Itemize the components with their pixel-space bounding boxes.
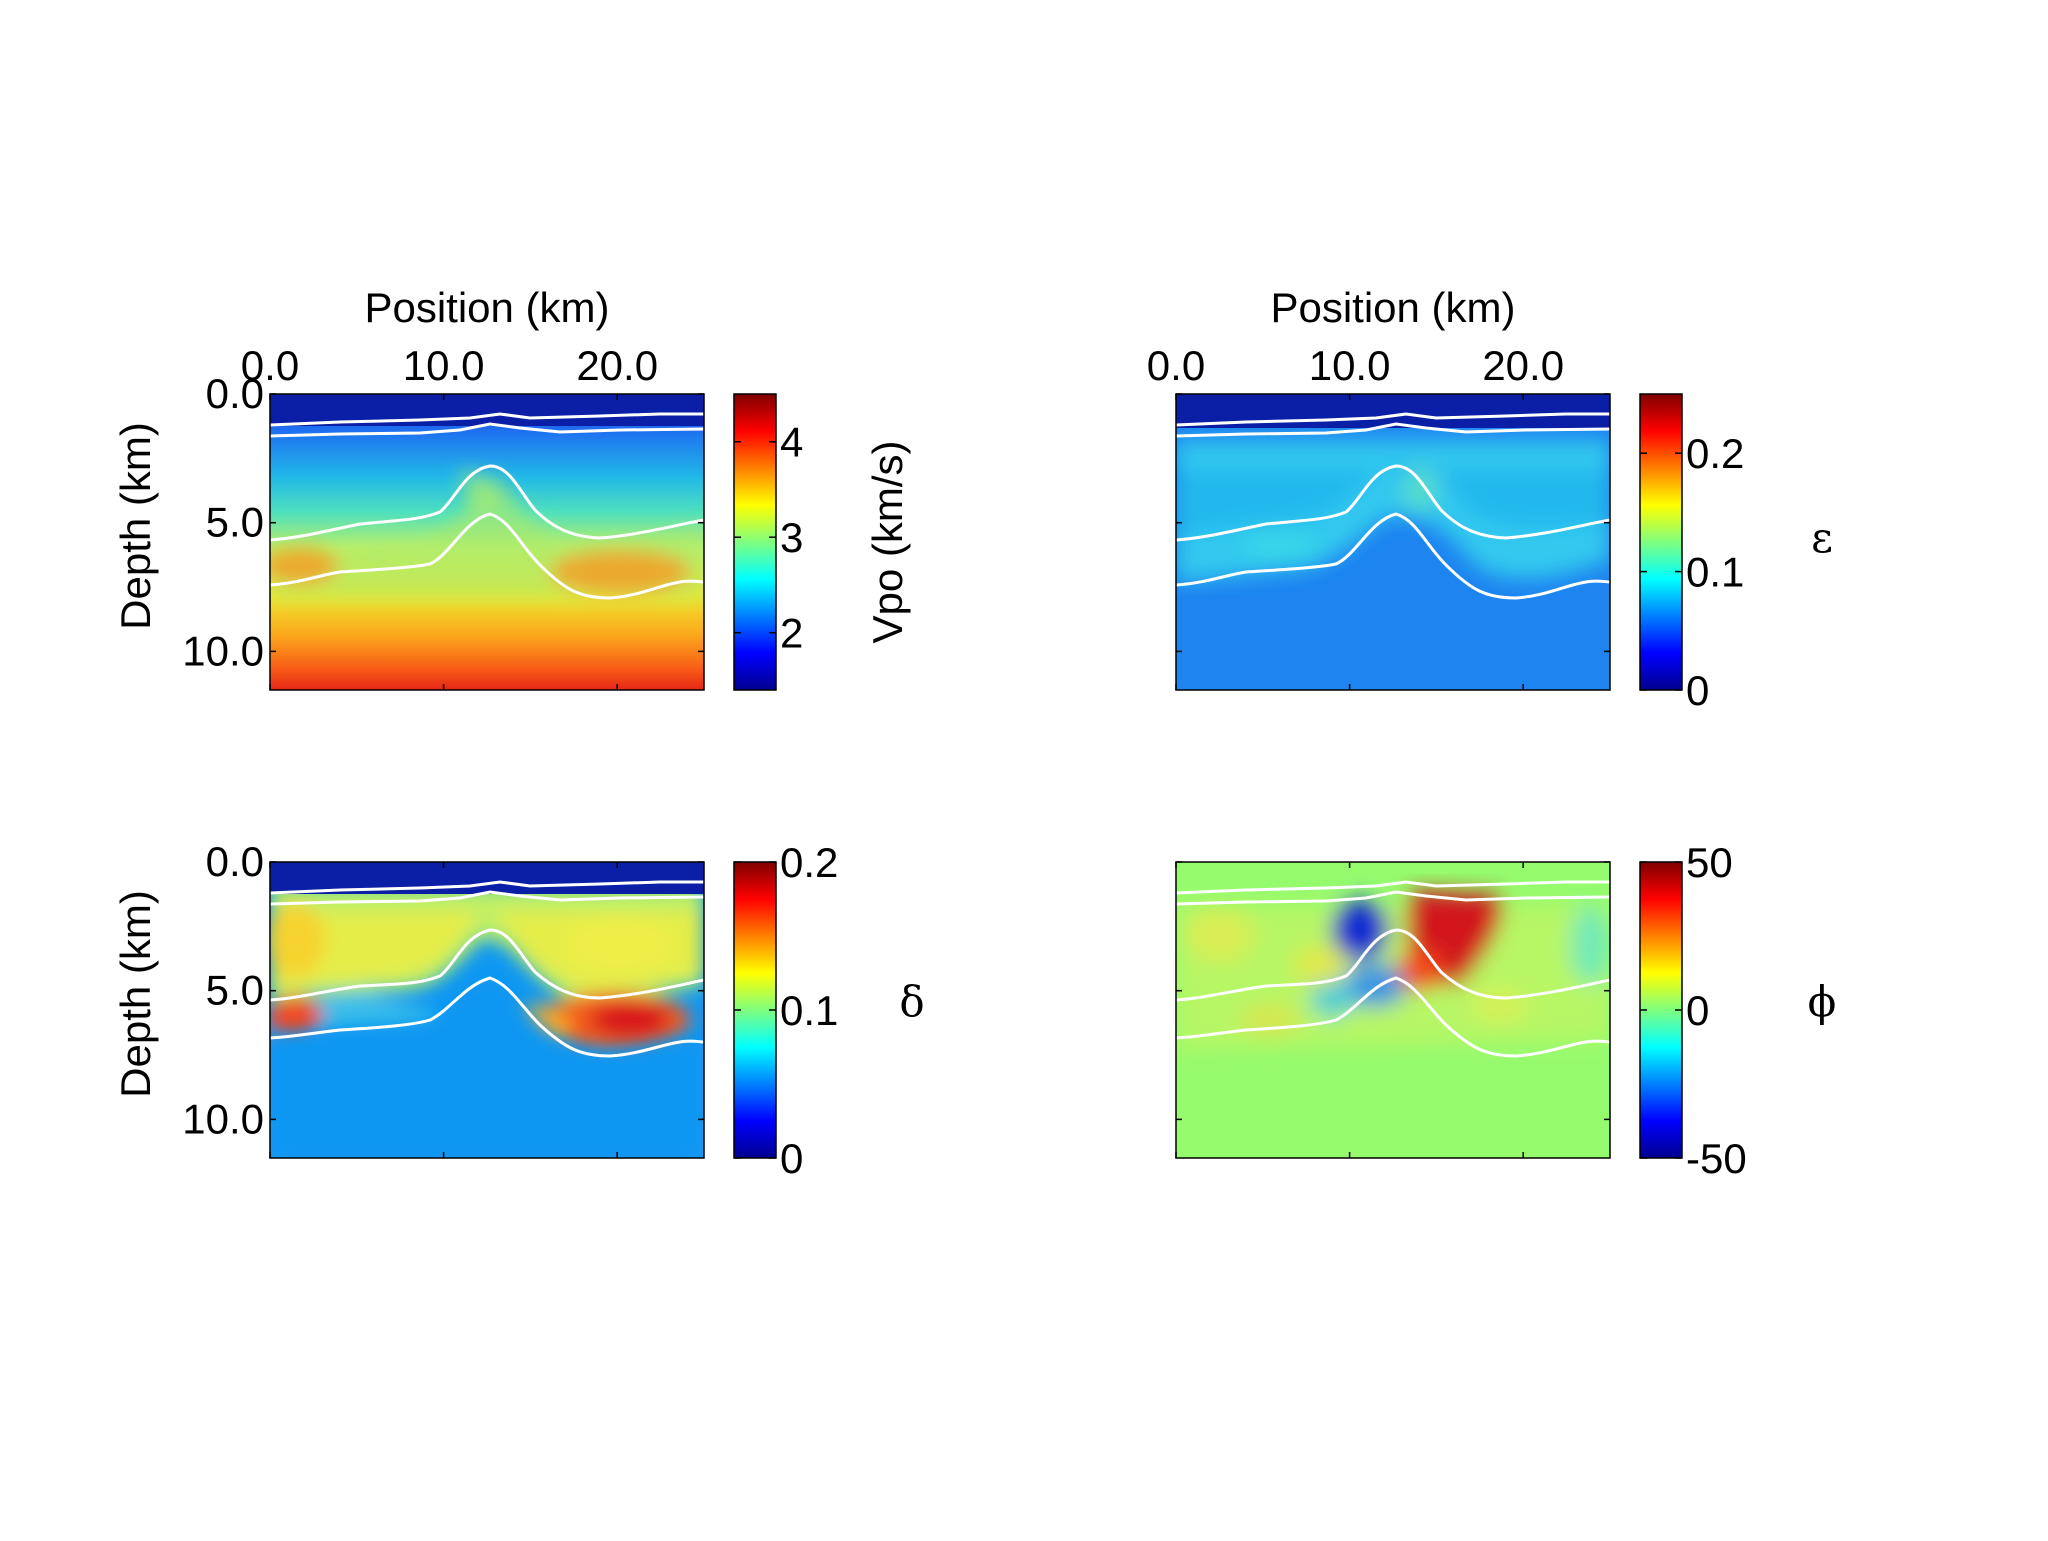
y-tick-label: 0.0 bbox=[206, 370, 264, 417]
colorbar-label-epsilon: ε bbox=[1811, 513, 1833, 562]
interface-line bbox=[270, 464, 704, 542]
interfaces-epsilon bbox=[1176, 412, 1610, 600]
plot-frame-vpo bbox=[269, 393, 705, 691]
colorbar-tick-label: 0.2 bbox=[780, 839, 838, 886]
x-tick-label: 0.0 bbox=[1147, 342, 1205, 389]
x-axis-label: Position (km) bbox=[364, 284, 609, 331]
interface-line bbox=[1176, 890, 1610, 906]
colorbar-ticks-phi: -50 0 50 bbox=[1640, 839, 1747, 1182]
y-tick-label: 10.0 bbox=[182, 1095, 264, 1142]
interfaces-vpo bbox=[270, 412, 704, 600]
y-tick-label: 5.0 bbox=[206, 967, 264, 1014]
heatmap-epsilon bbox=[1176, 394, 1610, 690]
y-axis-label: Depth (km) bbox=[112, 890, 159, 1098]
interface-line bbox=[1176, 880, 1610, 895]
interface-line bbox=[1176, 422, 1610, 438]
colorbar-tick-label: 0 bbox=[1686, 987, 1709, 1034]
colorbar-tick-label: 0.1 bbox=[780, 987, 838, 1034]
colorbar-label-delta: δ bbox=[899, 977, 924, 1026]
x-tick-label: 20.0 bbox=[576, 342, 658, 389]
y-tick-label: 10.0 bbox=[182, 627, 264, 674]
axes-delta: 0.0 5.0 10.0 Depth (km) bbox=[112, 838, 704, 1158]
interface-line bbox=[270, 422, 704, 438]
x-tick-label: 20.0 bbox=[1482, 342, 1564, 389]
interface-line bbox=[1176, 976, 1610, 1058]
x-tick-label: 0.0 bbox=[241, 342, 299, 389]
axes-phi bbox=[1175, 861, 1610, 1158]
colorbar-tick-label: 50 bbox=[1686, 839, 1733, 886]
colorbar-tick-label: 0.1 bbox=[1686, 549, 1744, 596]
colorbar-tick-label: 3 bbox=[780, 514, 803, 561]
colorbar-tick-label: 4 bbox=[780, 419, 803, 466]
colorbar-tick-label: -50 bbox=[1686, 1135, 1747, 1182]
interfaces-phi bbox=[1176, 880, 1610, 1058]
interface-line bbox=[270, 880, 704, 895]
interfaces-delta bbox=[270, 880, 704, 1058]
x-tick-label: 10.0 bbox=[1309, 342, 1391, 389]
interface-line bbox=[1176, 412, 1610, 427]
plot-frame-delta bbox=[269, 861, 705, 1159]
colorbar-label-vpo: Vpo (km/s) bbox=[864, 440, 911, 643]
interface-line bbox=[1176, 928, 1610, 1002]
x-axis-label: Position (km) bbox=[1270, 284, 1515, 331]
panel-delta: 0.0 5.0 10.0 Depth (km) 0 0.1 0.2 δ bbox=[112, 838, 925, 1182]
heatmap-delta bbox=[270, 862, 704, 1158]
panel-vpo: 0.0 10.0 20.0 Position (km) 0.0 5.0 10.0 Depth … bbox=[112, 284, 911, 691]
interface-line bbox=[1176, 512, 1610, 600]
y-tick-label: 0.0 bbox=[206, 838, 264, 885]
plot-frame-phi bbox=[1175, 861, 1611, 1159]
colorbar-vpo bbox=[733, 393, 777, 691]
y-axis-label: Depth (km) bbox=[112, 422, 159, 630]
colorbar-ticks-vpo: 2 3 4 bbox=[734, 419, 803, 657]
interface-line bbox=[270, 976, 704, 1058]
colorbar-label-phi: ϕ bbox=[1808, 977, 1837, 1026]
plot-frame-epsilon bbox=[1175, 393, 1611, 691]
colorbar-epsilon bbox=[1639, 393, 1683, 691]
heatmap-vpo bbox=[270, 394, 704, 690]
x-tick-label: 10.0 bbox=[403, 342, 485, 389]
heatmap-phi bbox=[1176, 862, 1610, 1158]
colorbar-tick-label: 0.2 bbox=[1686, 430, 1744, 477]
colorbar-ticks-epsilon: 0 0.1 0.2 bbox=[1640, 430, 1744, 714]
interface-line bbox=[270, 512, 704, 600]
axes-vpo: 0.0 10.0 20.0 Position (km) 0.0 5.0 10.0 Depth … bbox=[112, 284, 704, 690]
interface-line bbox=[1176, 464, 1610, 542]
colorbar-tick-label: 2 bbox=[780, 610, 803, 657]
colorbar-tick-label: 0 bbox=[780, 1135, 803, 1182]
panel-phi: -50 0 50 ϕ bbox=[1175, 839, 1837, 1182]
interface-line bbox=[270, 928, 704, 1002]
interface-line bbox=[270, 890, 704, 906]
y-tick-label: 5.0 bbox=[206, 499, 264, 546]
colorbar-ticks-delta: 0 0.1 0.2 bbox=[734, 839, 838, 1182]
interface-line bbox=[270, 412, 704, 427]
panel-epsilon: 0.0 10.0 20.0 Position (km) 0 0.1 0.2 ε bbox=[1147, 284, 1833, 714]
colorbar-tick-label: 0 bbox=[1686, 667, 1709, 714]
axes-epsilon: 0.0 10.0 20.0 Position (km) bbox=[1147, 284, 1610, 690]
